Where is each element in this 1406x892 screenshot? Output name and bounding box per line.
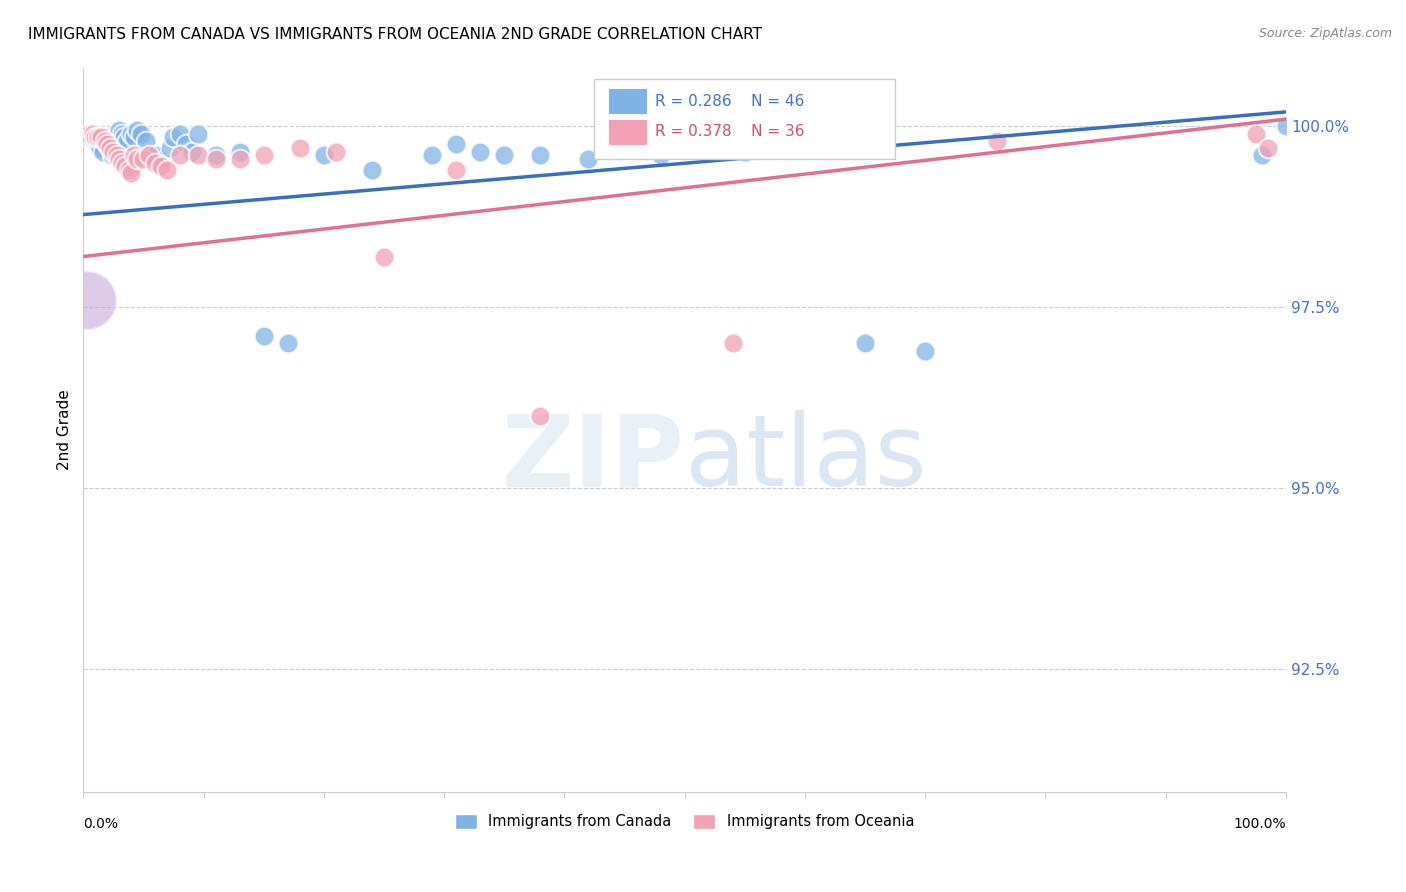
Point bbox=[494, 148, 516, 162]
Point bbox=[115, 134, 138, 148]
Point bbox=[98, 141, 121, 155]
Point bbox=[120, 166, 142, 180]
Point bbox=[325, 145, 347, 159]
Point bbox=[420, 148, 443, 162]
Point bbox=[79, 130, 101, 145]
Point bbox=[122, 148, 145, 162]
Point bbox=[127, 152, 149, 166]
Point bbox=[312, 148, 335, 162]
FancyBboxPatch shape bbox=[595, 79, 896, 159]
Text: R = 0.378    N = 36: R = 0.378 N = 36 bbox=[655, 124, 804, 139]
Point bbox=[120, 127, 142, 141]
Point bbox=[1257, 141, 1279, 155]
Point bbox=[105, 148, 128, 162]
Point bbox=[103, 145, 125, 159]
Point bbox=[529, 409, 551, 423]
Point bbox=[361, 162, 384, 177]
Point bbox=[853, 336, 876, 351]
Point bbox=[101, 148, 124, 162]
Point bbox=[132, 152, 155, 166]
Point bbox=[444, 137, 467, 152]
Point bbox=[1251, 148, 1274, 162]
Point bbox=[277, 336, 299, 351]
Point bbox=[180, 145, 202, 159]
Point bbox=[108, 123, 131, 137]
Point bbox=[986, 134, 1008, 148]
Point bbox=[108, 152, 131, 166]
Point bbox=[650, 148, 672, 162]
Point bbox=[204, 152, 226, 166]
Point bbox=[721, 336, 744, 351]
Text: ZIP: ZIP bbox=[502, 410, 685, 508]
Point bbox=[150, 159, 173, 173]
Point bbox=[135, 134, 157, 148]
Point bbox=[734, 145, 756, 159]
Point bbox=[1244, 127, 1267, 141]
Point bbox=[96, 137, 118, 152]
Text: 0.0%: 0.0% bbox=[83, 816, 118, 830]
Text: Source: ZipAtlas.com: Source: ZipAtlas.com bbox=[1258, 27, 1392, 40]
Point bbox=[87, 130, 110, 145]
Point bbox=[96, 137, 118, 152]
Point bbox=[138, 148, 160, 162]
Point bbox=[253, 148, 276, 162]
Point bbox=[79, 127, 101, 141]
Point bbox=[127, 123, 149, 137]
Point bbox=[76, 293, 98, 307]
FancyBboxPatch shape bbox=[609, 89, 647, 114]
Text: R = 0.286    N = 46: R = 0.286 N = 46 bbox=[655, 94, 804, 109]
Text: IMMIGRANTS FROM CANADA VS IMMIGRANTS FROM OCEANIA 2ND GRADE CORRELATION CHART: IMMIGRANTS FROM CANADA VS IMMIGRANTS FRO… bbox=[28, 27, 762, 42]
Point bbox=[159, 141, 181, 155]
Point bbox=[174, 137, 197, 152]
Point bbox=[82, 127, 104, 141]
Point bbox=[118, 162, 141, 177]
Point bbox=[91, 145, 114, 159]
Point bbox=[84, 130, 107, 145]
Point bbox=[98, 141, 121, 155]
Point bbox=[914, 343, 936, 358]
Point bbox=[162, 130, 184, 145]
Point bbox=[228, 145, 250, 159]
Point bbox=[145, 155, 167, 169]
Point bbox=[156, 162, 179, 177]
FancyBboxPatch shape bbox=[609, 120, 647, 145]
Point bbox=[288, 141, 311, 155]
Point bbox=[228, 152, 250, 166]
Legend: Immigrants from Canada, Immigrants from Oceania: Immigrants from Canada, Immigrants from … bbox=[449, 808, 921, 835]
Point bbox=[169, 148, 191, 162]
Point bbox=[82, 127, 104, 141]
Point bbox=[529, 148, 551, 162]
Point bbox=[87, 137, 110, 152]
Point bbox=[114, 159, 136, 173]
Point bbox=[578, 152, 600, 166]
Text: 100.0%: 100.0% bbox=[1233, 816, 1286, 830]
Point bbox=[84, 134, 107, 148]
Y-axis label: 2nd Grade: 2nd Grade bbox=[58, 390, 72, 470]
Point bbox=[145, 148, 167, 162]
Text: atlas: atlas bbox=[685, 410, 927, 508]
Point bbox=[1275, 120, 1298, 134]
Point bbox=[105, 145, 128, 159]
Point bbox=[122, 130, 145, 145]
Point bbox=[94, 134, 117, 148]
Point bbox=[111, 155, 134, 169]
Point bbox=[187, 127, 209, 141]
Point bbox=[111, 127, 134, 141]
Point bbox=[112, 130, 135, 145]
Point bbox=[187, 148, 209, 162]
Point bbox=[103, 137, 125, 152]
Point bbox=[129, 127, 152, 141]
Point bbox=[373, 250, 395, 264]
Point bbox=[204, 148, 226, 162]
Point bbox=[470, 145, 492, 159]
Point bbox=[89, 141, 111, 155]
Point bbox=[90, 130, 112, 145]
Point bbox=[253, 329, 276, 343]
Point bbox=[169, 127, 191, 141]
Point bbox=[444, 162, 467, 177]
Point bbox=[94, 130, 117, 145]
